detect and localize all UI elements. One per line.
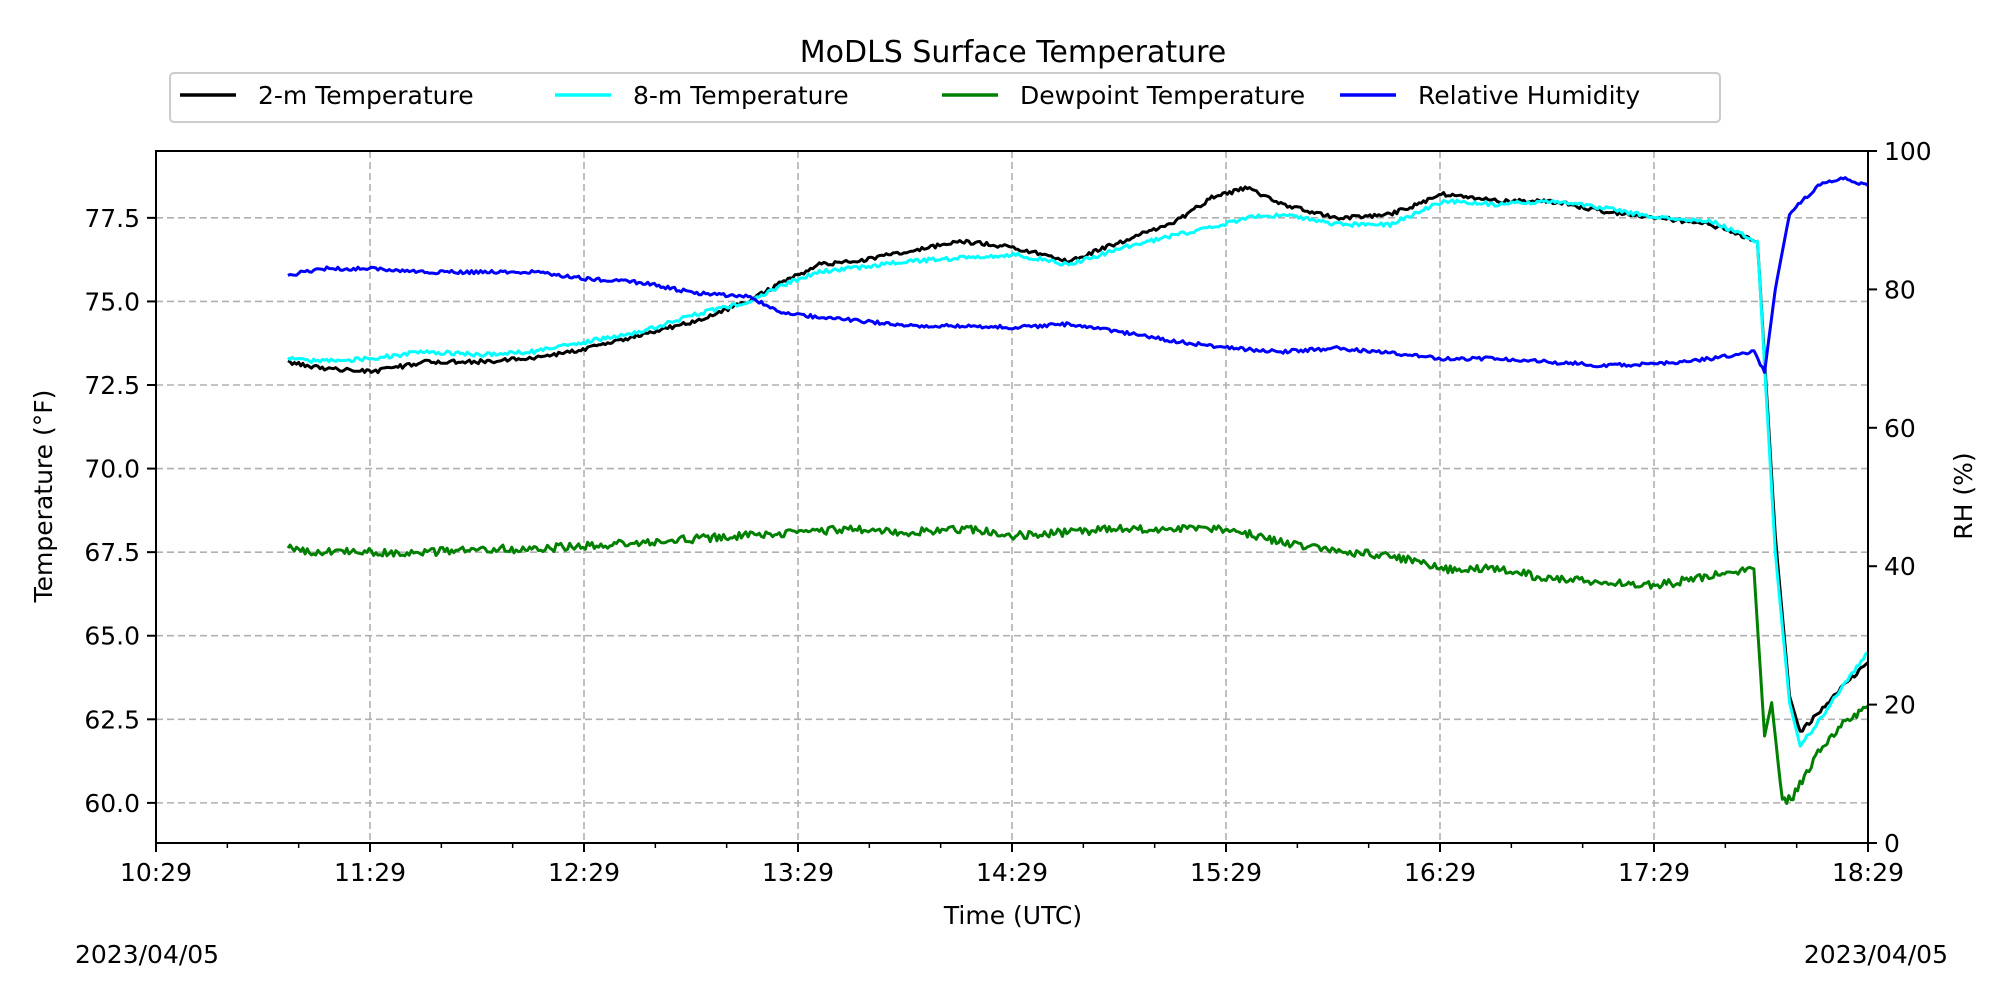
x-tick-label: 14:29: [976, 858, 1048, 887]
y-tick-label: 60.0: [84, 789, 140, 818]
legend: 2-m Temperature 8-m Temperature Dewpoint T…: [169, 72, 1721, 123]
y-tick-label: 70.0: [84, 455, 140, 484]
x-tick-label: 18:29: [1832, 858, 1904, 887]
chart-title: MoDLS Surface Temperature: [800, 35, 1227, 70]
series-line-2: [287, 198, 1869, 748]
date-left: 2023/04/05: [75, 940, 220, 969]
x-tick-label: 16:29: [1404, 858, 1476, 887]
series-line-4: [287, 176, 1869, 374]
x-tick-label: 12:29: [548, 858, 620, 887]
y2-tick-label: 100: [1884, 137, 1932, 166]
y-tick-label: 62.5: [84, 705, 140, 734]
legend-label: Dewpoint Temperature: [1020, 81, 1305, 110]
axes: 10:29 11:29 12:29 13:29 14:29 15:29 16:29 17:29…: [84, 137, 1931, 887]
y-tick-label: 75.0: [84, 287, 140, 316]
grid: [156, 151, 1868, 843]
y2-tick-label: 80: [1884, 275, 1916, 304]
y2-tick-label: 0: [1884, 829, 1900, 858]
x-axis-label: Time (UTC): [943, 901, 1082, 930]
date-right: 2023/04/05: [1803, 940, 1948, 969]
y2-tick-label: 60: [1884, 414, 1916, 443]
y-tick-label: 72.5: [84, 371, 140, 400]
series-line-1: [287, 185, 1869, 733]
y-tick-label: 67.5: [84, 538, 140, 567]
y-axis-label: Temperature (°F): [29, 390, 58, 604]
x-tick-label: 15:29: [1190, 858, 1262, 887]
x-tick-label: 10:29: [120, 858, 192, 887]
series-group: [286, 176, 1869, 805]
series-line-3: [286, 523, 1869, 805]
y2-axis-label: RH (%): [1949, 452, 1978, 539]
x-tick-label: 13:29: [762, 858, 834, 887]
x-tick-label: 11:29: [334, 858, 406, 887]
y2-tick-label: 40: [1884, 552, 1916, 581]
y-tick-label: 65.0: [84, 622, 140, 651]
x-tick-label: 17:29: [1618, 858, 1690, 887]
legend-label: 8-m Temperature: [633, 81, 849, 110]
y-tick-label: 77.5: [84, 204, 140, 233]
legend-label: Relative Humidity: [1418, 81, 1640, 110]
y2-tick-label: 20: [1884, 691, 1916, 720]
legend-box: [169, 72, 1721, 123]
legend-label: 2-m Temperature: [258, 81, 474, 110]
